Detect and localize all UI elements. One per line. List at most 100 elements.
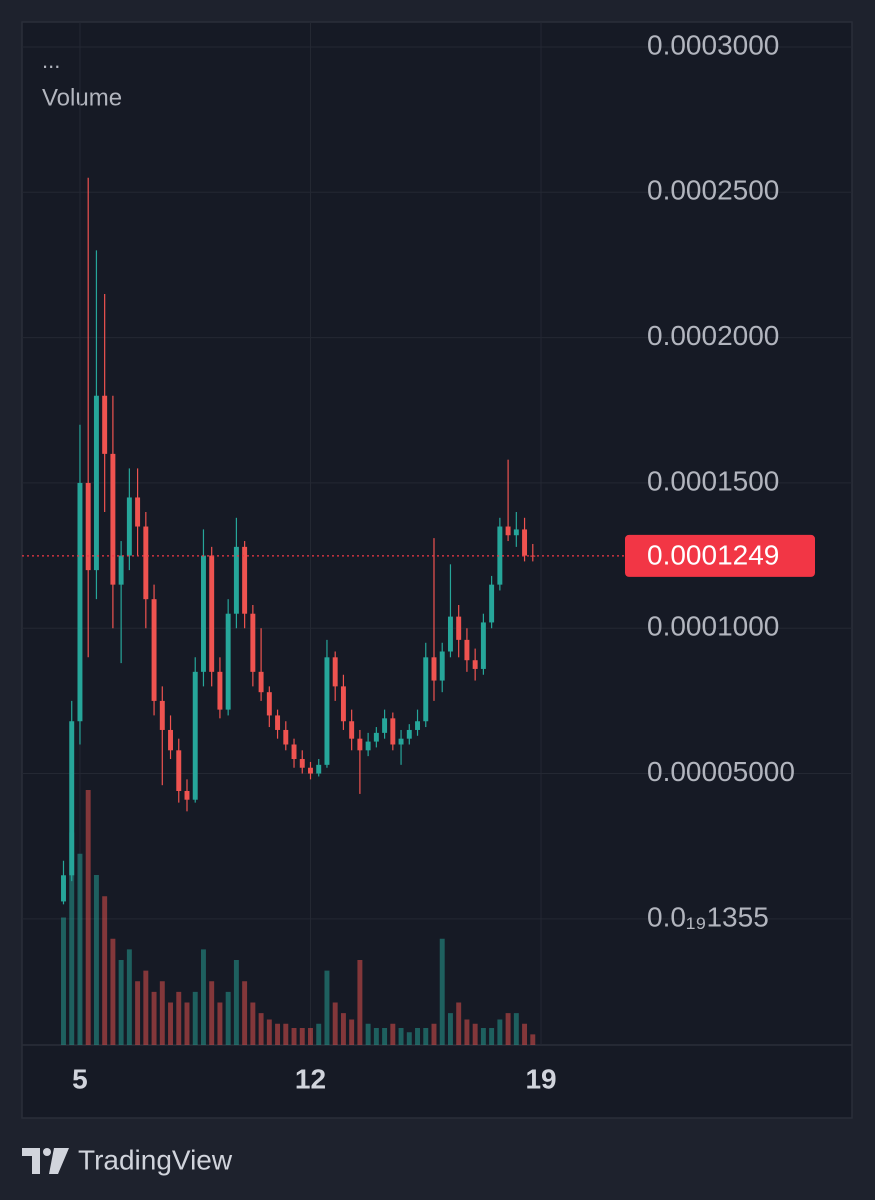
volume-legend: Volume <box>42 84 122 111</box>
volume-bar <box>143 970 149 1045</box>
y-tick-label: 0.00005000 <box>647 756 795 787</box>
volume-bar <box>217 1002 223 1045</box>
volume-bar <box>324 970 330 1045</box>
candle-body <box>513 529 519 536</box>
candle-body <box>110 453 116 585</box>
candle-body <box>299 759 305 768</box>
volume-bar <box>423 1028 429 1045</box>
volume-bar <box>464 1019 470 1045</box>
volume-bar <box>69 832 75 1045</box>
candle-body <box>447 616 453 652</box>
volume-bar <box>184 1002 190 1045</box>
volume-bar <box>299 1028 305 1045</box>
volume-bar <box>233 960 239 1045</box>
candle-body <box>382 718 388 733</box>
volume-bar <box>439 938 445 1045</box>
candle-body <box>275 715 281 730</box>
candle-body <box>266 692 272 716</box>
volume-bar <box>530 1034 536 1045</box>
volume-bar <box>522 1023 528 1045</box>
volume-bar <box>332 1002 338 1045</box>
last-price-box <box>625 534 815 577</box>
y-tick-label: 0.0₁₉1355 <box>647 901 769 932</box>
candle-body <box>258 671 264 693</box>
volume-bar <box>308 1028 313 1045</box>
volume-bar <box>283 1023 289 1045</box>
candle-body <box>439 651 445 681</box>
volume-bar <box>497 1019 503 1045</box>
volume-bar <box>176 991 182 1045</box>
candle-body <box>225 613 231 710</box>
candle-body <box>250 613 256 672</box>
tradingview-logo[interactable] <box>22 1148 69 1174</box>
legend-dots[interactable]: ... <box>42 48 60 73</box>
candle-body <box>85 482 91 571</box>
logo-shape <box>49 1148 69 1174</box>
candle-body <box>184 790 190 800</box>
candle-body <box>324 657 330 765</box>
brand[interactable]: TradingView <box>78 1144 233 1175</box>
candle-body <box>522 529 528 556</box>
volume-bar <box>209 981 215 1045</box>
volume-bar <box>406 1032 412 1045</box>
candle-body <box>209 555 215 672</box>
candle-body <box>472 660 478 669</box>
volume-bar <box>61 917 66 1045</box>
volume-bar <box>382 1028 388 1045</box>
candle-body <box>200 555 206 672</box>
volume-bar <box>349 1019 355 1045</box>
candle-body <box>168 729 173 751</box>
candle-body <box>143 526 149 600</box>
candle-body <box>316 764 322 774</box>
candle-body <box>118 555 124 585</box>
y-tick-label: 0.0002500 <box>647 175 779 206</box>
volume-bar <box>415 1028 420 1045</box>
candle-body <box>480 622 486 669</box>
volume-bar <box>365 1023 371 1045</box>
candle-body <box>398 738 404 745</box>
candle-body <box>192 671 198 800</box>
candle-body <box>456 616 462 640</box>
candle-body <box>291 744 297 760</box>
volume-bar <box>85 790 91 1045</box>
y-tick-label: 0.0002000 <box>647 320 779 351</box>
logo-dot <box>43 1148 51 1156</box>
y-tick-label: 0.0001000 <box>647 611 779 642</box>
candle-body <box>159 700 165 730</box>
volume-bar <box>242 981 248 1045</box>
candle-body <box>61 875 66 902</box>
candle-body <box>135 497 141 527</box>
volume-bar <box>456 1002 462 1045</box>
volume-bar <box>398 1028 404 1045</box>
y-tick-label: 0.0003000 <box>647 29 779 60</box>
volume-bar <box>77 853 83 1045</box>
candle-body <box>340 686 346 722</box>
candle-body <box>77 482 83 722</box>
volume-bar <box>200 949 206 1045</box>
volume-bar <box>472 1023 478 1045</box>
candle-body <box>242 546 248 614</box>
volume-bar <box>118 960 124 1045</box>
volume-bar <box>480 1028 486 1045</box>
candle-body <box>308 767 313 774</box>
candle-body <box>357 738 363 751</box>
volume-bar <box>390 1023 396 1045</box>
candle-body <box>505 526 511 536</box>
candle-body <box>126 497 132 556</box>
candle-body <box>406 729 412 739</box>
candle-body <box>69 721 75 876</box>
volume-bar <box>373 1028 379 1045</box>
candle-body <box>233 546 239 614</box>
candle-body <box>217 671 223 710</box>
volume-bar <box>291 1028 297 1045</box>
volume-bar <box>168 1002 173 1045</box>
x-tick-label: 19 <box>525 1063 556 1094</box>
candle-body <box>415 721 420 730</box>
candle-body <box>349 721 355 739</box>
candle-body <box>497 526 503 585</box>
x-tick-label: 12 <box>295 1063 326 1094</box>
volume-bar <box>316 1023 322 1045</box>
last-price-label: 0.0001249 <box>647 539 779 570</box>
